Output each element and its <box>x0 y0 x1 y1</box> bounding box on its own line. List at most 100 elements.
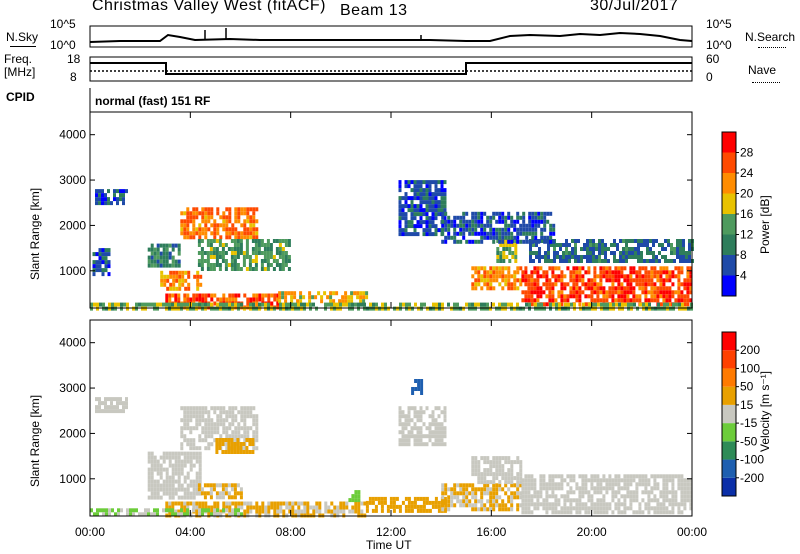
data-cell <box>471 219 475 224</box>
data-cell <box>551 474 555 479</box>
data-cell <box>602 274 606 279</box>
data-cell <box>119 409 122 414</box>
data-cell <box>524 294 528 299</box>
data-cell <box>477 302 480 307</box>
data-cell <box>177 501 181 506</box>
data-cell <box>186 475 190 480</box>
data-cell <box>228 512 231 517</box>
data-cell <box>631 247 634 251</box>
data-cell <box>501 270 505 275</box>
data-cell <box>483 211 487 216</box>
data-cell <box>431 504 435 509</box>
data-cell <box>564 306 567 311</box>
data-cell <box>671 486 675 491</box>
data-cell <box>404 442 408 447</box>
data-cell <box>251 239 255 243</box>
data-cell <box>501 468 505 473</box>
data-cell <box>551 478 555 483</box>
data-cell <box>318 505 322 510</box>
data-cell <box>102 306 105 311</box>
data-cell <box>626 490 630 495</box>
data-cell <box>662 506 666 511</box>
data-cell <box>243 219 247 224</box>
data-cell <box>563 274 567 279</box>
data-cell <box>234 418 238 423</box>
data-cell <box>635 294 639 299</box>
data-cell <box>586 255 589 259</box>
data-cell <box>581 274 585 279</box>
data-cell <box>159 471 163 476</box>
data-cell <box>425 228 429 233</box>
data-cell <box>243 223 247 228</box>
data-cell <box>207 422 211 427</box>
data-cell <box>171 512 174 517</box>
data-cell <box>99 302 102 307</box>
data-cell <box>233 267 237 271</box>
data-cell <box>200 263 204 267</box>
data-cell <box>171 259 175 264</box>
data-cell <box>673 259 676 263</box>
freq-line <box>90 62 692 75</box>
data-cell <box>495 499 499 504</box>
data-cell <box>278 267 282 271</box>
data-cell <box>685 251 688 255</box>
data-cell <box>183 223 187 228</box>
data-cell <box>456 231 460 236</box>
data-cell <box>365 291 369 296</box>
data-cell <box>660 306 663 311</box>
data-cell <box>278 239 282 243</box>
data-cell <box>650 282 654 287</box>
data-cell <box>171 255 175 260</box>
data-cell <box>196 274 200 279</box>
data-cell <box>293 295 297 300</box>
data-cell <box>551 502 555 507</box>
data-cell <box>527 490 531 495</box>
data-cell <box>224 483 228 488</box>
data-cell <box>92 268 96 273</box>
data-cell <box>183 463 187 468</box>
data-cell <box>510 483 514 488</box>
data-cell <box>419 192 423 197</box>
data-cell <box>315 501 319 506</box>
data-cell <box>441 302 444 307</box>
data-cell <box>540 227 544 232</box>
data-cell <box>662 298 666 303</box>
data-cell <box>177 463 181 468</box>
data-cell <box>440 192 444 197</box>
data-cell <box>599 290 603 295</box>
data-cell <box>165 263 169 268</box>
data-cell <box>428 232 432 237</box>
data-cell <box>198 414 202 419</box>
data-cell <box>147 487 151 492</box>
data-cell <box>197 483 201 488</box>
data-cell <box>443 208 447 213</box>
data-cell <box>635 486 639 491</box>
data-cell <box>380 496 384 501</box>
data-cell <box>507 456 511 461</box>
data-cell <box>174 471 178 476</box>
data-cell <box>620 298 624 303</box>
data-cell <box>659 278 663 283</box>
data-cell <box>468 302 471 307</box>
data-cell <box>243 446 247 451</box>
data-cell <box>192 451 196 456</box>
data-cell <box>150 259 154 264</box>
data-cell <box>530 282 534 287</box>
data-cell <box>489 306 492 311</box>
data-cell <box>471 215 475 220</box>
data-cell <box>614 474 618 479</box>
data-cell <box>513 274 517 279</box>
data-cell <box>347 299 351 304</box>
data-cell <box>510 274 514 279</box>
colorbar-tick-label: 24 <box>740 166 754 180</box>
data-cell <box>434 500 438 505</box>
data-cell <box>108 306 111 311</box>
data-cell <box>510 302 513 307</box>
data-cell <box>362 295 366 300</box>
data-cell <box>685 255 688 259</box>
data-cell <box>428 426 432 431</box>
data-cell <box>201 430 205 435</box>
data-cell <box>486 286 490 291</box>
data-cell <box>183 235 187 240</box>
data-cell <box>95 189 98 194</box>
